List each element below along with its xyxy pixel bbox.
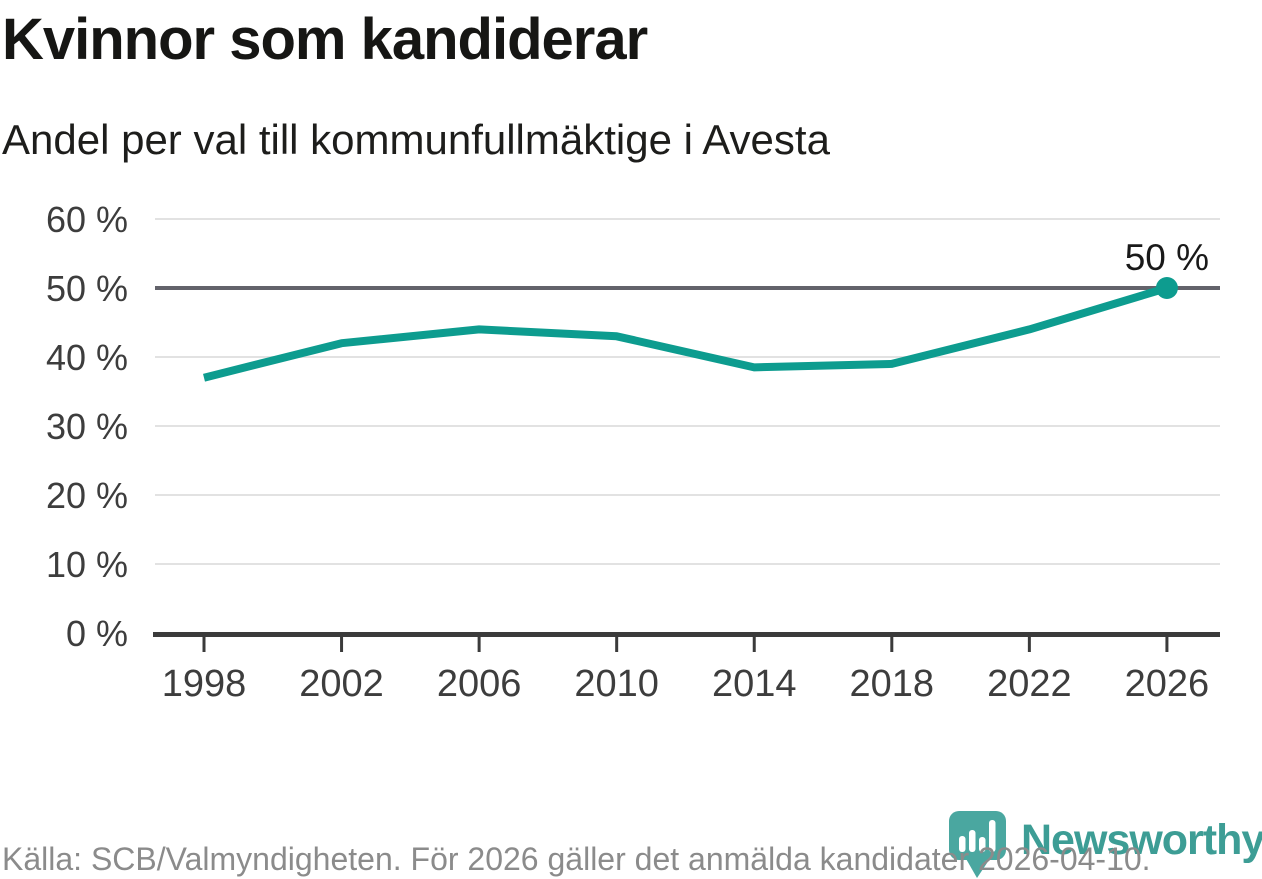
chart-title: Kvinnor som kandiderar: [2, 7, 648, 72]
y-tick-label: 60 %: [46, 199, 128, 240]
x-tick-label: 2006: [437, 663, 522, 705]
x-tick-label: 1998: [162, 663, 247, 705]
x-tick-label: 2014: [712, 663, 797, 705]
data-line: [203, 284, 1169, 382]
end-point-marker: [1155, 277, 1178, 299]
line-chart: 1998 2002 2006 2010 2014 2018 2022 2026 0 % 10 % 2…: [46, 199, 1220, 705]
end-point-label: 50 %: [1125, 237, 1209, 278]
newsworthy-logo-text: Newsworthy: [1021, 816, 1262, 864]
y-tick-label: 0 %: [66, 613, 128, 654]
y-tick-label: 40 %: [46, 337, 128, 378]
y-tick-label: 20 %: [46, 475, 128, 516]
x-tick-label: 2026: [1125, 663, 1210, 705]
x-tick-label: 2018: [850, 663, 935, 705]
y-tick-label: 50 %: [46, 268, 128, 309]
speech-bubble-bar-chart-icon: [949, 811, 1006, 878]
x-tick-label: 2022: [987, 663, 1072, 705]
y-tick-label: 30 %: [46, 406, 128, 447]
newsworthy-logo: Newsworthy: [948, 811, 1262, 879]
chart-subtitle: Andel per val till kommunfullmäktige i A…: [2, 116, 830, 163]
x-tick-label: 2010: [574, 663, 659, 705]
y-tick-label: 10 %: [46, 544, 128, 585]
source-note: Källa: SCB/Valmyndigheten. För 2026 gäll…: [2, 841, 1151, 877]
x-tick-label: 2002: [299, 663, 384, 705]
